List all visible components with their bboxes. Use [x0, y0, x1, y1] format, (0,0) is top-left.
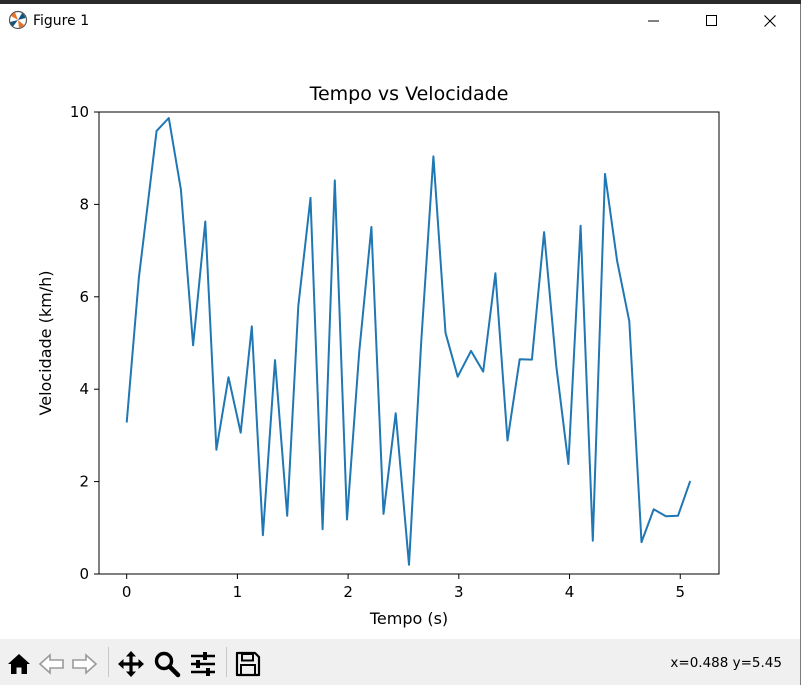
toolbar-separator	[108, 647, 109, 677]
y-tick-label: 4	[79, 380, 89, 398]
x-tick-label: 0	[122, 583, 132, 601]
zoom-icon	[154, 651, 181, 678]
minimize-button[interactable]	[625, 4, 683, 38]
title-bar[interactable]: Figure 1	[0, 4, 800, 38]
chart-title: Tempo vs Velocidade	[309, 83, 509, 105]
y-axis-label: Velocidade (km/h)	[36, 271, 55, 416]
minimize-icon	[648, 20, 659, 22]
save-button[interactable]	[233, 649, 263, 679]
maximize-button[interactable]	[683, 4, 741, 38]
configure-subplots-icon	[191, 652, 215, 676]
configure-subplots-button[interactable]	[188, 649, 218, 679]
forward-icon	[72, 653, 98, 675]
back-icon	[38, 653, 64, 675]
y-tick-label: 0	[79, 565, 89, 583]
home-icon	[8, 654, 30, 674]
y-tick-label: 10	[70, 103, 89, 121]
back-button[interactable]	[37, 649, 67, 679]
pan-icon	[118, 651, 144, 677]
pan-button[interactable]	[116, 649, 146, 679]
save-icon	[235, 651, 261, 677]
forward-button[interactable]	[69, 649, 99, 679]
x-tick-label: 2	[343, 583, 353, 601]
cursor-coordinates: x=0.488 y=5.45	[670, 655, 782, 671]
navigation-toolbar: x=0.488 y=5.45	[0, 639, 800, 685]
close-button[interactable]	[741, 4, 799, 38]
home-button[interactable]	[4, 649, 34, 679]
toolbar-separator	[226, 647, 227, 677]
series-line	[125, 117, 692, 566]
axes-frame	[98, 111, 720, 575]
desktop-background-strip	[0, 0, 801, 4]
line-chart: 0 1 2 3 4 5 0 2 4 6 8 10 Tempo vs Velocidade Tempo …	[36, 83, 720, 628]
x-axis-label: Tempo (s)	[369, 609, 448, 628]
x-tick-label: 3	[454, 583, 464, 601]
figure-canvas[interactable]: 0 1 2 3 4 5 0 2 4 6 8 10 Tempo vs Velocidade Tempo …	[0, 38, 800, 639]
zoom-button[interactable]	[152, 649, 182, 679]
y-tick-label: 8	[79, 195, 89, 213]
close-icon	[764, 15, 776, 27]
x-tick-label: 1	[233, 583, 243, 601]
x-tick-label: 4	[565, 583, 575, 601]
maximize-icon	[706, 15, 717, 26]
window-title: Figure 1	[33, 13, 90, 29]
matplotlib-icon	[8, 10, 28, 30]
y-tick-label: 2	[79, 473, 89, 491]
x-tick-label: 5	[675, 583, 685, 601]
y-tick-label: 6	[79, 288, 89, 306]
